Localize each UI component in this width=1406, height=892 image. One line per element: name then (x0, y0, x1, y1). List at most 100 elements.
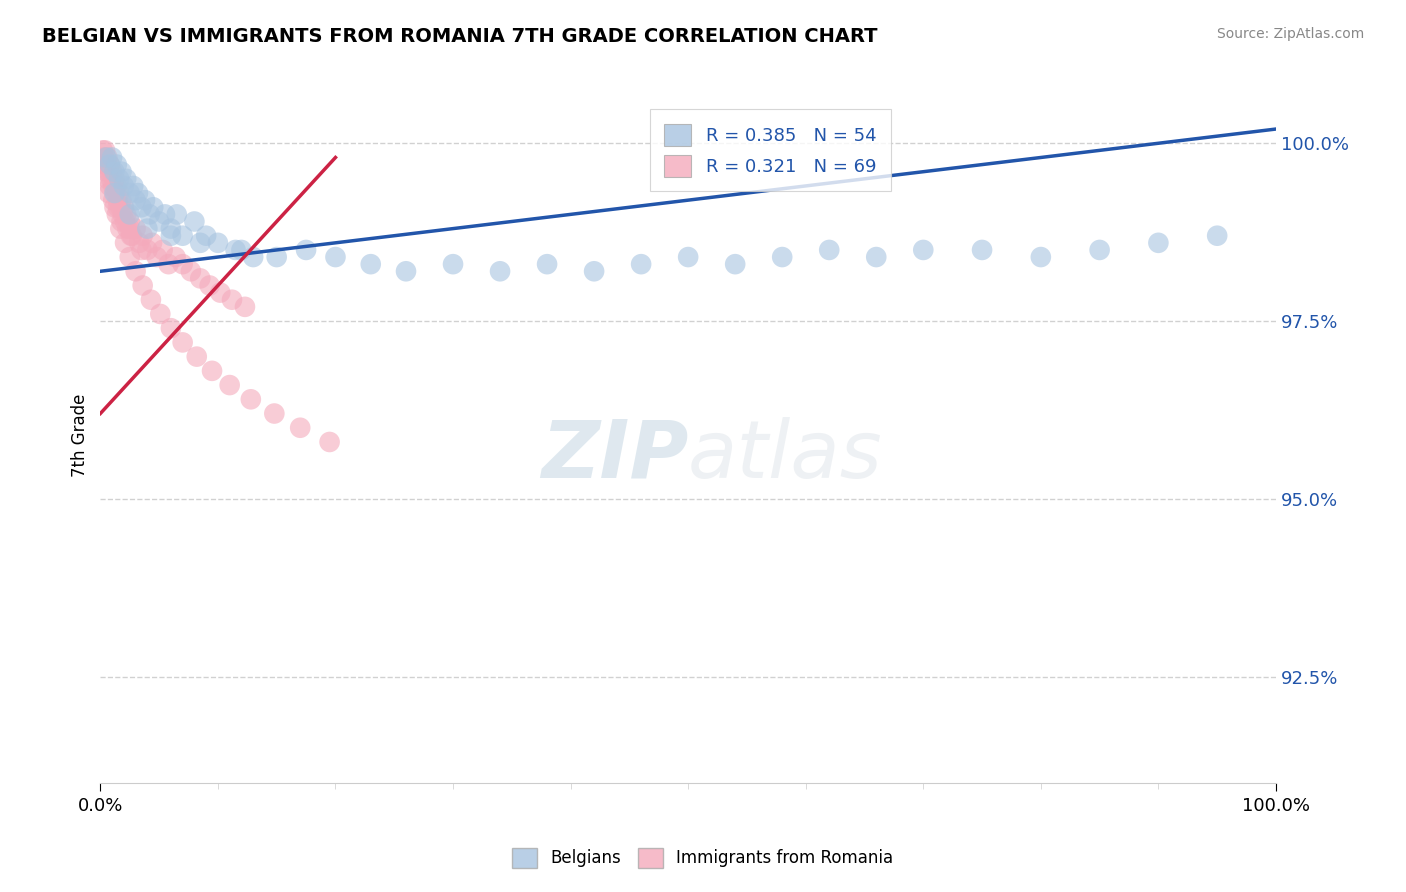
Point (128, 235, 150, 250)
Point (103, 200, 125, 214)
Point (1088, 243, 1111, 257)
Point (118, 221, 141, 235)
Point (290, 421, 312, 435)
Point (1206, 228, 1229, 243)
Point (818, 243, 841, 257)
Point (103, 171, 125, 186)
Point (107, 200, 129, 214)
Point (1147, 235, 1170, 250)
Point (166, 207, 188, 221)
Point (172, 228, 194, 243)
Point (160, 228, 183, 243)
Point (110, 193, 132, 207)
Point (441, 257, 464, 271)
Point (124, 193, 146, 207)
Point (201, 364, 224, 378)
Point (970, 243, 993, 257)
Point (266, 250, 288, 264)
Point (198, 278, 221, 293)
Point (152, 243, 174, 257)
Point (134, 193, 156, 207)
Point (103, 178, 125, 193)
Point (104, 186, 127, 200)
Point (318, 434, 340, 449)
Point (118, 186, 141, 200)
Point (233, 300, 256, 314)
Point (114, 214, 136, 228)
Point (360, 257, 382, 271)
Point (131, 228, 153, 243)
Point (100, 171, 122, 186)
Point (96, 171, 118, 186)
Point (770, 250, 793, 264)
Point (93, 158, 115, 172)
Point (207, 235, 229, 250)
Point (188, 235, 211, 250)
Point (98, 178, 121, 193)
Point (136, 221, 159, 235)
Point (118, 207, 141, 221)
Point (149, 307, 172, 321)
Point (96, 164, 118, 178)
Point (146, 250, 169, 264)
Point (242, 250, 264, 264)
Legend: R = 0.385   N = 54, R = 0.321   N = 69: R = 0.385 N = 54, R = 0.321 N = 69 (650, 110, 891, 191)
Point (103, 186, 125, 200)
Point (148, 214, 170, 228)
Point (110, 164, 132, 178)
Point (96, 151, 118, 165)
Point (157, 257, 180, 271)
Point (295, 243, 318, 257)
Point (97, 164, 120, 178)
Text: Source: ZipAtlas.com: Source: ZipAtlas.com (1216, 27, 1364, 41)
Point (139, 293, 162, 307)
Text: ZIP: ZIP (541, 417, 688, 495)
Point (91, 144, 114, 158)
Point (120, 228, 142, 243)
Point (912, 243, 935, 257)
Point (121, 228, 143, 243)
Point (105, 158, 128, 172)
Point (583, 264, 606, 278)
Point (112, 178, 135, 193)
Point (93, 151, 115, 165)
Point (136, 243, 159, 257)
Point (263, 407, 285, 421)
Point (110, 214, 132, 228)
Point (114, 235, 136, 250)
Point (124, 264, 146, 278)
Point (325, 250, 347, 264)
Point (122, 178, 145, 193)
Point (101, 164, 124, 178)
Point (188, 271, 211, 285)
Point (131, 243, 153, 257)
Point (124, 221, 146, 235)
Point (110, 221, 132, 235)
Point (105, 178, 128, 193)
Point (160, 221, 183, 235)
Point (98, 158, 121, 172)
Point (153, 207, 176, 221)
Point (141, 235, 163, 250)
Point (489, 264, 512, 278)
Point (96, 158, 118, 172)
Text: BELGIAN VS IMMIGRANTS FROM ROMANIA 7TH GRADE CORRELATION CHART: BELGIAN VS IMMIGRANTS FROM ROMANIA 7TH G… (42, 27, 877, 45)
Point (138, 207, 160, 221)
Point (112, 200, 135, 214)
Legend: Belgians, Immigrants from Romania: Belgians, Immigrants from Romania (506, 841, 900, 875)
Point (180, 264, 202, 278)
Point (724, 257, 747, 271)
Point (142, 200, 165, 214)
Point (103, 193, 125, 207)
Point (107, 193, 129, 207)
Point (108, 171, 131, 186)
Point (110, 200, 132, 214)
Point (131, 278, 153, 293)
Point (117, 221, 139, 235)
Point (115, 171, 138, 186)
Point (172, 257, 194, 271)
Point (172, 335, 194, 350)
Point (98, 158, 121, 172)
Point (97, 186, 120, 200)
Point (183, 214, 205, 228)
